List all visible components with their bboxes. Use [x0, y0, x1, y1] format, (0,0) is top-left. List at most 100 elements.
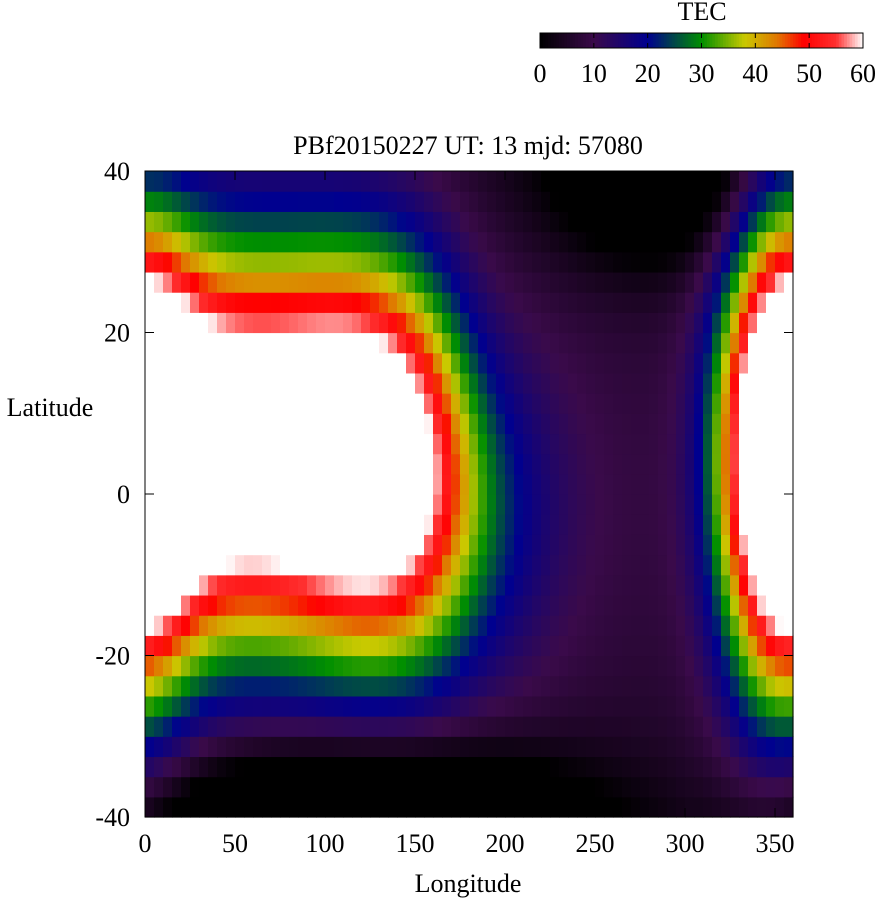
heatmap-cell — [766, 494, 776, 515]
heatmap-cell — [622, 796, 632, 818]
heatmap-cell — [388, 736, 398, 758]
heatmap-cell — [289, 716, 299, 737]
heatmap-cell — [163, 191, 173, 212]
heatmap-cell — [721, 635, 731, 657]
heatmap-cell — [316, 615, 326, 636]
heatmap-cell — [262, 211, 272, 233]
heatmap-cell — [586, 433, 596, 455]
heatmap-cell — [433, 615, 443, 636]
heatmap-cell — [469, 413, 479, 435]
heatmap-cell — [451, 433, 461, 455]
heatmap-cell — [505, 453, 515, 475]
heatmap-cell — [460, 473, 470, 495]
heatmap-cell — [163, 574, 173, 596]
heatmap-cell — [388, 695, 398, 717]
heatmap-cell — [757, 393, 767, 414]
heatmap-cell — [343, 312, 353, 334]
heatmap-cell — [406, 393, 416, 414]
heatmap-cell — [496, 554, 506, 576]
heatmap-cell — [568, 716, 578, 737]
heatmap-cell — [514, 231, 524, 253]
heatmap-cell — [451, 473, 461, 495]
heatmap-cell — [739, 534, 749, 556]
heatmap-cell — [217, 594, 227, 616]
heatmap-cell — [640, 655, 650, 677]
heatmap-cell — [424, 675, 434, 697]
heatmap-cell — [352, 776, 362, 798]
heatmap-cell — [415, 776, 425, 798]
heatmap-cell — [388, 372, 398, 394]
heatmap-cell — [388, 655, 398, 677]
heatmap-cell — [280, 473, 290, 495]
heatmap-cell — [397, 776, 407, 798]
colorbar-segment — [717, 33, 721, 48]
heatmap-cell — [748, 574, 758, 596]
heatmap-cell — [550, 554, 560, 576]
heatmap-cell — [451, 695, 461, 717]
heatmap-cell — [640, 776, 650, 798]
heatmap-cell — [181, 271, 191, 293]
heatmap-cell — [532, 372, 542, 394]
heatmap-cell — [415, 695, 425, 717]
colorbar-segment — [811, 33, 816, 48]
heatmap-cell — [784, 292, 794, 313]
heatmap-cell — [613, 594, 623, 616]
heatmap-cell — [496, 211, 506, 233]
heatmap-cell — [424, 352, 434, 374]
colorbar-segment — [666, 33, 670, 48]
heatmap-cell — [424, 635, 434, 657]
heatmap-cell — [406, 655, 416, 677]
heatmap-cell — [721, 594, 731, 616]
heatmap-cell — [145, 171, 155, 192]
heatmap-cell — [235, 352, 245, 374]
heatmap-cell — [172, 271, 182, 293]
heatmap-cell — [325, 453, 335, 475]
heatmap-cell — [262, 251, 272, 273]
heatmap-cell — [469, 796, 479, 818]
heatmap-cell — [208, 393, 218, 414]
heatmap-cell — [442, 332, 452, 354]
heatmap-cell — [487, 413, 497, 435]
heatmap-cell — [541, 433, 551, 455]
colorbar-segment — [706, 33, 711, 48]
heatmap-cell — [721, 716, 731, 737]
heatmap-cell — [478, 312, 488, 334]
heatmap-cell — [604, 514, 614, 535]
heatmap-cell — [352, 716, 362, 737]
heatmap-cell — [325, 736, 335, 758]
heatmap-cell — [307, 675, 317, 697]
heatmap-cell — [622, 635, 632, 657]
heatmap-cell — [289, 635, 299, 657]
heatmap-cell — [262, 494, 272, 515]
heatmap-cell — [658, 473, 668, 495]
colorbar-tick-label: 20 — [635, 59, 661, 88]
heatmap-cell — [532, 615, 542, 636]
heatmap-cell — [667, 796, 677, 818]
heatmap-cell — [199, 716, 209, 737]
heatmap-cell — [577, 332, 587, 354]
heatmap-cell — [667, 453, 677, 475]
heatmap-cell — [712, 675, 722, 697]
heatmap-cell — [199, 494, 209, 515]
heatmap-cell — [766, 736, 776, 758]
heatmap-cell — [496, 231, 506, 253]
heatmap-cell — [784, 433, 794, 455]
heatmap-cell — [199, 574, 209, 596]
heatmap-cell — [604, 615, 614, 636]
heatmap-cell — [280, 292, 290, 313]
heatmap-cell — [604, 271, 614, 293]
heatmap-cell — [217, 574, 227, 596]
heatmap-cell — [478, 211, 488, 233]
colorbar-segment — [639, 33, 643, 48]
heatmap-cell — [217, 554, 227, 576]
heatmap-cell — [262, 635, 272, 657]
heatmap-cell — [658, 554, 668, 576]
heatmap-cell — [235, 594, 245, 616]
heatmap-cell — [154, 372, 164, 394]
heatmap-cell — [397, 716, 407, 737]
heatmap-cell — [730, 574, 740, 596]
heatmap-cell — [253, 393, 263, 414]
heatmap-cell — [550, 191, 560, 212]
heatmap-cell — [154, 554, 164, 576]
colorbar-ticks: 0 10 20 30 40 50 60 — [534, 33, 876, 88]
